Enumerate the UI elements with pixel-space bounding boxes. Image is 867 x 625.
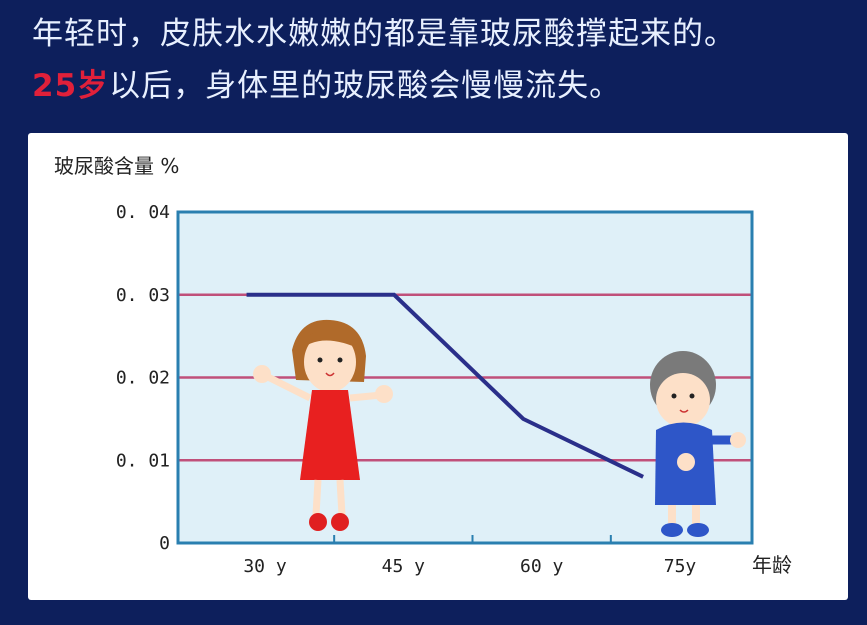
- headline-line-1: 年轻时，皮肤水水嫩嫩的都是靠玻尿酸撑起来的。: [32, 16, 736, 52]
- plot-frame: [176, 210, 754, 545]
- y-tick-label: 0. 01: [116, 450, 170, 471]
- headline-line-2: 25岁以后，身体里的玻尿酸会慢慢流失。: [32, 60, 621, 105]
- x-tick-label: 45 y: [382, 556, 426, 577]
- x-tick-label: 75y: [664, 556, 697, 577]
- headline-line-2-text: 以后，身体里的玻尿酸会慢慢流失。: [109, 68, 622, 104]
- y-tick-label: 0. 02: [116, 368, 170, 389]
- x-axis-label: 年龄: [752, 553, 792, 577]
- age-highlight: 25岁: [32, 68, 110, 104]
- y-tick-label: 0: [159, 533, 170, 554]
- y-tick-label: 0. 03: [116, 285, 170, 306]
- young-woman-illustration: [253, 319, 393, 531]
- y-axis-label: 玻尿酸含量 %: [54, 154, 180, 178]
- y-tick-label: 0. 04: [116, 202, 170, 223]
- x-tick-label: 30 y: [243, 556, 287, 577]
- series-line: [246, 292, 644, 479]
- elderly-woman-illustration: [650, 351, 746, 537]
- x-tick-label: 60 y: [520, 556, 564, 577]
